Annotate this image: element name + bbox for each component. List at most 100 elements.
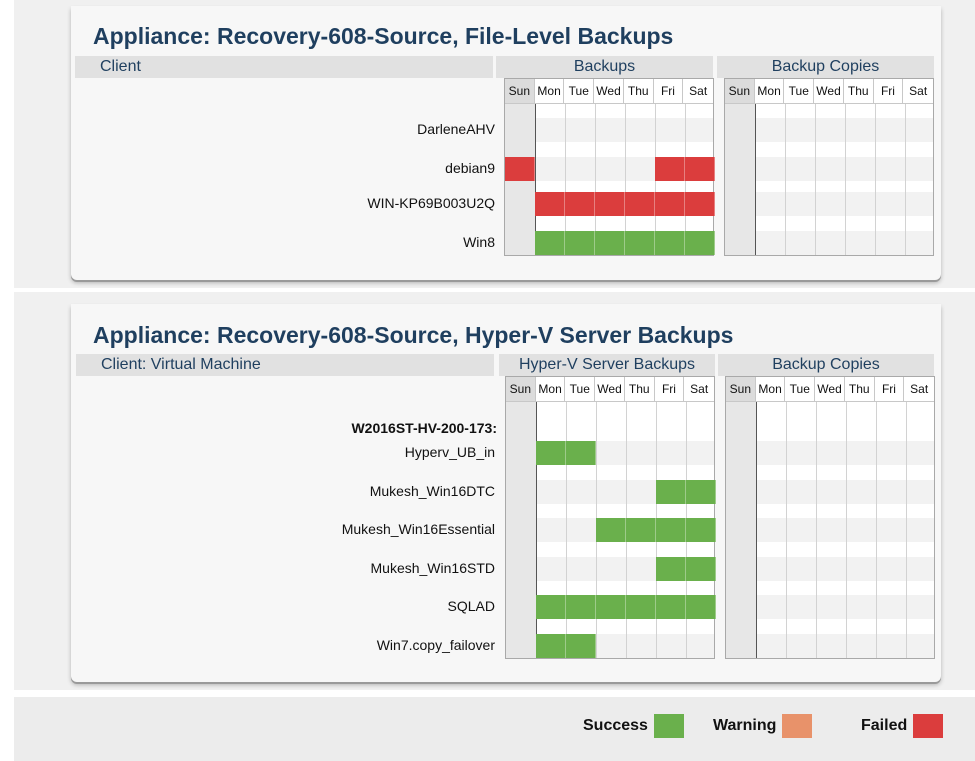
backup-status-failed[interactable] — [655, 192, 685, 216]
backup-status-success[interactable] — [656, 518, 686, 542]
backup-status-failed[interactable] — [685, 157, 715, 181]
backup-status-success[interactable] — [686, 480, 716, 504]
success-swatch — [653, 714, 684, 738]
client-vm-column-header: Client: Virtual Machine — [76, 354, 494, 376]
grid-line — [875, 104, 876, 255]
weekday-header: Sun Mon Tue Wed Thu Fri Sat — [725, 79, 933, 104]
client-list: DarleneAHV debian9 WIN-KP69B003U2Q Win8 — [71, 6, 495, 250]
grid-line — [846, 402, 847, 658]
backup-status-success[interactable] — [656, 480, 686, 504]
backup-status-success[interactable] — [595, 231, 625, 255]
weekday-tue: Tue — [565, 377, 596, 401]
weekday-sun: Sun — [506, 377, 536, 401]
backup-status-success[interactable] — [536, 441, 566, 465]
legend-warning-label: Warning — [713, 717, 777, 734]
backup-status-failed[interactable] — [685, 192, 715, 216]
backup-status-success[interactable] — [686, 557, 716, 581]
backup-status-success[interactable] — [536, 634, 566, 658]
backup-status-failed[interactable] — [535, 192, 565, 216]
backup-status-success[interactable] — [596, 518, 626, 542]
grid-line — [625, 104, 626, 255]
weekday-header: Sun Mon Tue Wed Thu Fri Sat — [506, 377, 714, 402]
client-name[interactable]: Mukesh_Win16DTC — [369, 483, 495, 499]
warning-swatch — [782, 714, 813, 738]
backup-status-failed[interactable] — [505, 157, 535, 181]
backups-schedule-grid: Sun Mon Tue Wed Thu Fri Sat — [504, 78, 715, 256]
backup-status-failed[interactable] — [595, 192, 625, 216]
grid-line — [595, 104, 596, 255]
client-name[interactable]: Win7.copy_failover — [376, 637, 495, 653]
backup-status-success[interactable] — [535, 231, 565, 255]
client-name[interactable]: debian9 — [445, 160, 495, 176]
client-name[interactable]: DarleneAHV — [417, 121, 495, 137]
grid-line — [845, 104, 846, 255]
weekday-thu: Thu — [845, 377, 875, 401]
client-name[interactable]: Win8 — [463, 234, 495, 250]
backup-status-success[interactable] — [685, 231, 715, 255]
backup-status-success[interactable] — [565, 231, 595, 255]
sunday-column — [725, 104, 756, 255]
weekday-thu: Thu — [844, 79, 874, 103]
backup-status-success[interactable] — [596, 595, 626, 619]
backup-copies-column-header: Backup Copies — [717, 56, 934, 78]
weekday-mon: Mon — [535, 79, 565, 103]
server-group-label: W2016ST-HV-200-173: — [351, 420, 497, 436]
file-level-backups-panel: Appliance: Recovery-608-Source, File-Lev… — [71, 6, 941, 280]
backup-status-failed[interactable] — [625, 192, 655, 216]
panel-title: Appliance: Recovery-608-Source, Hyper-V … — [93, 322, 734, 348]
weekday-fri: Fri — [875, 377, 905, 401]
legend-failed: Failed — [861, 712, 944, 740]
hyperv-schedule-grid: Sun Mon Tue Wed Thu Fri Sat — [505, 376, 716, 659]
weekday-sat: Sat — [909, 84, 928, 98]
weekday-sat: Sat — [690, 382, 709, 396]
legend-warning: Warning — [713, 712, 813, 740]
client-name[interactable]: Hyperv_UB_in — [404, 444, 495, 460]
backup-status-failed[interactable] — [565, 192, 595, 216]
weekday-tue: Tue — [564, 79, 595, 103]
backup-status-success[interactable] — [625, 231, 655, 255]
hyperv-backups-column-header: Hyper-V Server Backups — [499, 354, 715, 376]
weekday-fri: Fri — [655, 377, 685, 401]
client-name[interactable]: Mukesh_Win16Essential — [341, 521, 495, 537]
backup-status-success[interactable] — [566, 634, 596, 658]
weekday-wed: Wed — [595, 377, 625, 401]
grid-line — [815, 104, 816, 255]
client-column-header: Client — [75, 56, 493, 78]
grid-line — [566, 402, 567, 658]
backup-copies-schedule-grid: Sun Mon Tue Wed Thu Fri Sat — [724, 78, 934, 256]
grid-line — [786, 402, 787, 658]
grid-line — [816, 402, 817, 658]
weekday-header: Sun Mon Tue Wed Thu Fri Sat — [505, 79, 713, 104]
client-name[interactable]: Mukesh_Win16STD — [370, 560, 496, 576]
client-name[interactable]: WIN-KP69B003U2Q — [367, 195, 495, 211]
legend-bar — [14, 697, 975, 761]
grid-line — [905, 104, 906, 255]
weekday-mon: Mon — [756, 377, 786, 401]
backup-status-success[interactable] — [626, 595, 656, 619]
backup-status-success[interactable] — [566, 595, 596, 619]
backup-status-success[interactable] — [686, 595, 716, 619]
backup-status-success[interactable] — [536, 595, 566, 619]
weekday-tue: Tue — [784, 79, 815, 103]
weekday-thu: Thu — [624, 79, 654, 103]
backups-column-header: Backups — [496, 56, 713, 78]
backup-status-success[interactable] — [656, 557, 686, 581]
backup-status-success[interactable] — [626, 518, 656, 542]
legend-success-label: Success — [583, 717, 648, 734]
weekday-fri: Fri — [654, 79, 684, 103]
weekday-wed: Wed — [594, 79, 624, 103]
grid-line — [906, 402, 907, 658]
backup-status-success[interactable] — [656, 595, 686, 619]
backup-copies-column-header: Backup Copies — [718, 354, 934, 376]
legend-failed-label: Failed — [861, 717, 908, 734]
weekday-thu: Thu — [625, 377, 655, 401]
backup-status-success[interactable] — [566, 441, 596, 465]
client-name[interactable]: SQLAD — [447, 598, 495, 614]
backup-status-success[interactable] — [686, 518, 716, 542]
weekday-sun: Sun — [726, 377, 756, 401]
hyperv-backups-panel: Appliance: Recovery-608-Source, Hyper-V … — [71, 304, 941, 682]
weekday-tue: Tue — [785, 377, 816, 401]
failed-swatch — [913, 714, 944, 738]
backup-status-success[interactable] — [655, 231, 685, 255]
backup-status-failed[interactable] — [655, 157, 685, 181]
